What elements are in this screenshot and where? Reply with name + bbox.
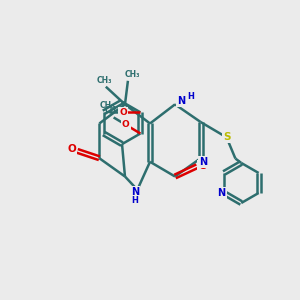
Text: N: N bbox=[131, 187, 139, 197]
Text: S: S bbox=[223, 132, 230, 142]
Text: H: H bbox=[131, 196, 138, 205]
Text: O: O bbox=[122, 120, 130, 129]
Text: CH₃: CH₃ bbox=[104, 106, 120, 116]
Text: CH₃: CH₃ bbox=[100, 101, 116, 110]
Text: O: O bbox=[198, 161, 207, 171]
Text: N: N bbox=[218, 188, 226, 198]
Text: O: O bbox=[68, 144, 76, 154]
Text: O: O bbox=[119, 108, 127, 117]
Text: N: N bbox=[177, 96, 186, 106]
Text: CH₃: CH₃ bbox=[124, 70, 140, 79]
Text: H: H bbox=[187, 92, 194, 100]
Text: CH₃: CH₃ bbox=[97, 76, 112, 85]
Text: N: N bbox=[199, 157, 207, 167]
